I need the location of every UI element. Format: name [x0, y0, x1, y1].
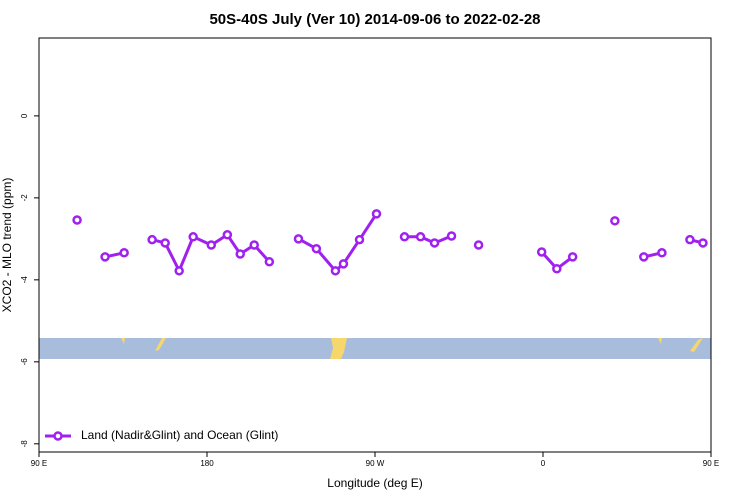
legend-marker: [53, 431, 63, 441]
data-point: [264, 257, 275, 267]
data-point: [610, 216, 620, 226]
y-tick-label: 0: [20, 113, 29, 118]
data-point: [100, 252, 110, 262]
x-tick-label: 0: [541, 459, 546, 468]
data-point: [293, 234, 304, 244]
data-point: [473, 240, 484, 250]
data-point: [657, 248, 667, 258]
land: [690, 338, 703, 352]
data-point: [119, 248, 129, 258]
data-point: [235, 249, 245, 259]
data-point: [552, 264, 562, 274]
data-point: [429, 238, 440, 248]
land: [330, 338, 347, 359]
data-point: [354, 234, 365, 245]
data-point: [685, 234, 695, 245]
y-axis-label: XCO2 - MLO trend (ppm): [0, 178, 14, 313]
data-point: [222, 230, 233, 240]
data-point: [188, 232, 198, 242]
x-tick-label: 90 E: [703, 459, 719, 468]
data-point: [206, 240, 217, 250]
ocean-band: [39, 338, 711, 359]
series-line: [404, 234, 453, 245]
data-point: [639, 252, 649, 262]
data-point: [567, 252, 578, 262]
data-point: [147, 234, 157, 245]
x-tick-label: 90 W: [366, 459, 385, 468]
map-strip: [39, 338, 711, 359]
data-point: [698, 238, 708, 248]
x-tick-label: 180: [200, 459, 214, 468]
data-point: [371, 209, 382, 219]
data-point: [72, 215, 82, 225]
land: [121, 338, 125, 344]
x-tick-label: 90 E: [31, 459, 47, 468]
y-tick-label: -6: [20, 358, 29, 366]
data-point: [338, 259, 349, 269]
land: [658, 338, 662, 344]
data-point: [399, 232, 410, 242]
land: [155, 338, 166, 351]
y-tick-label: -4: [20, 276, 29, 284]
data-point: [536, 247, 547, 257]
data-point: [160, 238, 170, 248]
data-point: [330, 266, 341, 276]
data-point: [446, 231, 457, 241]
legend-label: Land (Nadir&Glint) and Ocean (Glint): [81, 428, 278, 442]
y-tick-label: -2: [20, 194, 29, 202]
chart-title: 50S-40S July (Ver 10) 2014-09-06 to 2022…: [209, 11, 540, 28]
data-point: [415, 232, 426, 242]
y-tick-label: -8: [20, 440, 29, 448]
x-axis-label: Longitude (deg E): [327, 476, 422, 490]
data-point: [249, 240, 259, 250]
data-point: [311, 243, 322, 254]
data-point: [174, 266, 184, 276]
